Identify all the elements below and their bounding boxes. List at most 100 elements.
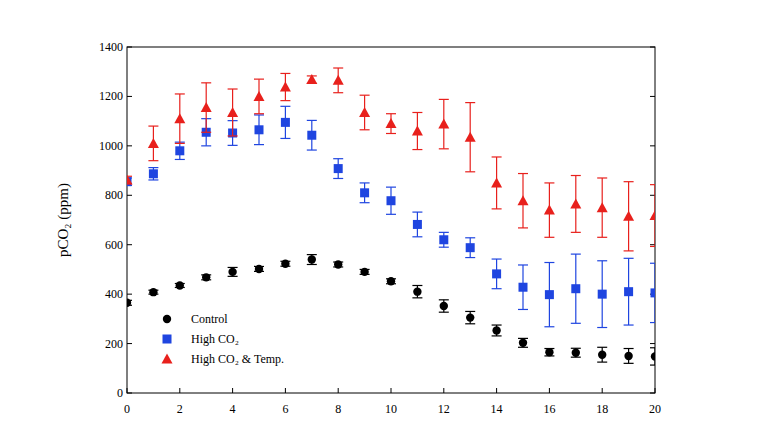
point <box>334 260 342 268</box>
point <box>149 288 157 296</box>
point <box>255 125 264 134</box>
error-cap <box>492 208 502 209</box>
error-cap <box>597 177 607 178</box>
point <box>570 198 581 208</box>
point <box>228 268 236 276</box>
error-bar <box>571 176 581 233</box>
error-bar <box>518 174 528 228</box>
y-tick <box>127 195 132 196</box>
x-tick <box>496 388 497 393</box>
error-cap <box>228 135 238 136</box>
error-cap <box>360 182 370 183</box>
error-cap <box>333 92 343 93</box>
error-bar <box>624 182 634 251</box>
error-bar <box>650 185 655 247</box>
x-tick <box>127 388 128 393</box>
error-bar <box>439 99 449 148</box>
error-cap <box>571 254 581 255</box>
x-tick-label: 14 <box>491 402 503 416</box>
error-bar <box>492 157 502 209</box>
x-tick-label: 4 <box>230 402 236 416</box>
y-tick-right <box>650 195 655 196</box>
y-tick-right <box>650 96 655 97</box>
error-bar <box>650 263 655 322</box>
point <box>412 126 423 136</box>
error-bar <box>201 83 211 132</box>
error-cap <box>333 158 343 159</box>
point <box>306 74 317 84</box>
error-bar <box>307 255 317 265</box>
error-bar <box>597 261 607 328</box>
error-bar <box>571 254 581 323</box>
legend-label: High CO₂ <box>191 332 239 346</box>
error-bar <box>280 106 290 138</box>
plot-frame <box>127 47 655 393</box>
y-tick <box>127 343 132 344</box>
error-bar <box>439 232 449 247</box>
error-bar <box>597 178 607 237</box>
y-tick <box>127 96 132 97</box>
error-cap <box>386 187 396 188</box>
error-cap <box>228 88 238 89</box>
point <box>518 195 529 205</box>
error-cap <box>465 102 475 103</box>
point <box>598 350 606 358</box>
error-cap <box>386 113 396 114</box>
error-cap <box>201 145 211 146</box>
point <box>413 220 422 229</box>
y-tick-label: 1400 <box>99 40 123 54</box>
x-tick-label: 0 <box>124 402 130 416</box>
error-cap <box>624 258 634 259</box>
error-cap <box>650 322 655 323</box>
error-cap <box>518 227 528 228</box>
error-bar <box>412 212 422 237</box>
error-cap <box>492 156 502 157</box>
error-cap <box>412 236 422 237</box>
x-tick <box>232 388 233 393</box>
error-bar <box>518 265 528 309</box>
error-bar <box>228 267 238 276</box>
x-tick-label: 2 <box>177 402 183 416</box>
error-cap <box>518 264 528 265</box>
series-1 <box>127 106 655 327</box>
error-cap <box>439 99 449 100</box>
error-bar <box>386 187 396 214</box>
error-cap <box>254 114 264 115</box>
y-tick-right <box>650 145 655 146</box>
point <box>571 284 580 293</box>
error-cap <box>148 160 158 161</box>
point <box>519 283 528 292</box>
error-cap <box>544 262 554 263</box>
x-tick-label: 20 <box>649 402 661 416</box>
y-axis-label: pCO₂ (ppm) <box>55 183 72 257</box>
error-cap <box>254 144 264 145</box>
x-tick <box>179 388 180 393</box>
error-cap <box>280 138 290 139</box>
point <box>334 164 343 173</box>
error-cap <box>148 167 158 168</box>
error-cap <box>412 149 422 150</box>
error-cap <box>492 288 502 289</box>
error-cap <box>307 120 317 121</box>
y-tick-right <box>650 47 655 48</box>
point <box>148 138 159 148</box>
series-0 <box>127 255 655 365</box>
error-cap <box>439 299 449 300</box>
point <box>175 146 184 155</box>
point <box>439 235 448 244</box>
error-bar <box>175 94 185 143</box>
error-cap <box>624 250 634 251</box>
error-cap <box>360 202 370 203</box>
error-cap <box>465 323 475 324</box>
point <box>465 132 476 142</box>
legend-label: Control <box>191 312 228 326</box>
error-cap <box>254 113 264 114</box>
error-cap <box>148 179 158 180</box>
x-tick <box>655 388 656 393</box>
error-bar <box>228 89 238 136</box>
point <box>519 339 527 347</box>
point <box>387 196 396 205</box>
point <box>360 268 368 276</box>
error-cap <box>280 100 290 101</box>
point <box>544 205 555 215</box>
